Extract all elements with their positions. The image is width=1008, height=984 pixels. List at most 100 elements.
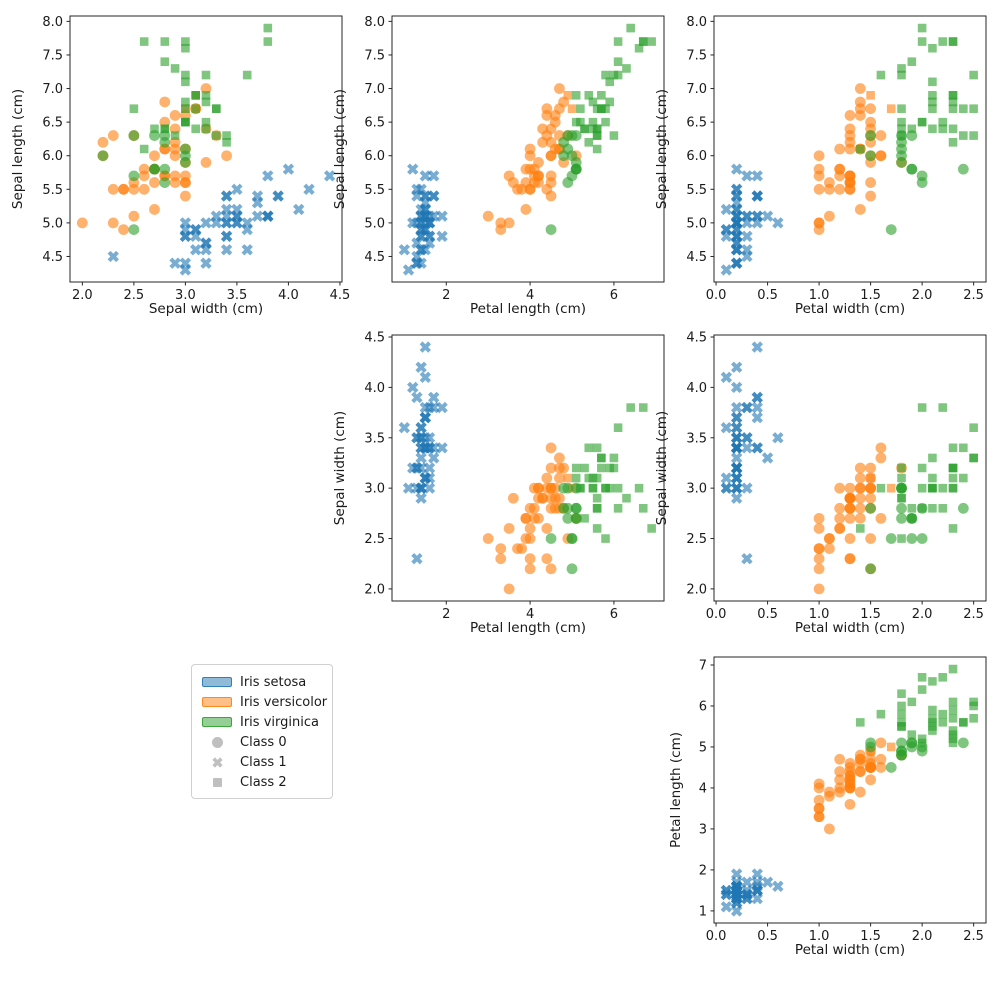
x-tick-label: 3.0	[175, 288, 196, 303]
y-axis-label: Sepal width (cm)	[654, 411, 670, 525]
scatter-point	[436, 401, 448, 414]
scatter-point	[398, 244, 411, 256]
scatter-point	[731, 361, 743, 373]
scatter-point	[423, 432, 436, 444]
scatter-point	[969, 713, 978, 723]
scatter-point	[592, 144, 602, 154]
scatter-points	[398, 23, 656, 276]
scatter-point	[541, 472, 553, 484]
scatter-point	[622, 64, 631, 73]
scatter-point	[129, 104, 139, 113]
scatter-point	[138, 183, 150, 195]
scatter-points	[720, 341, 978, 595]
scatter-point	[876, 70, 886, 80]
y-tick-label: 7.5	[686, 48, 707, 63]
scatter-points	[720, 664, 978, 917]
scatter-point	[524, 563, 536, 575]
scatter-point	[751, 391, 763, 404]
scatter-point	[813, 512, 825, 524]
scatter-point	[411, 391, 423, 404]
scatter-point	[948, 705, 958, 715]
scatter-point	[222, 131, 231, 140]
scatter-point	[959, 104, 968, 113]
scatter-point	[731, 432, 743, 444]
scatter-point	[916, 533, 928, 544]
scatter-point	[251, 197, 264, 209]
scatter-point	[917, 504, 927, 513]
scatter-point	[545, 502, 557, 514]
scatter-point	[419, 411, 431, 424]
scatter-point	[813, 794, 825, 806]
scatter-point	[231, 217, 243, 229]
legend-swatch-box	[201, 697, 233, 707]
scatter-point	[251, 210, 264, 222]
scatter-point	[897, 70, 906, 80]
scatter-point	[865, 472, 877, 484]
scatter-point	[720, 264, 733, 276]
x-tick-label: 0.0	[706, 929, 727, 944]
scatter-point	[731, 217, 743, 229]
scatter-point	[533, 512, 544, 524]
scatter-point	[917, 23, 927, 33]
scatter-point	[647, 37, 656, 46]
scatter-point	[181, 43, 190, 53]
scatter-point	[201, 90, 211, 100]
y-tick-label: 3.5	[686, 431, 707, 446]
scatter-point	[181, 97, 190, 107]
scatter-point	[554, 452, 565, 464]
scatter-point	[588, 483, 598, 493]
scatter-point	[520, 204, 532, 215]
scatter-point	[170, 64, 180, 73]
scatter-point	[948, 664, 958, 674]
scatter-point	[917, 403, 927, 412]
x-marker-icon	[211, 756, 223, 768]
scatter-point	[969, 131, 978, 140]
scatter-point	[896, 157, 907, 168]
scatter-point	[181, 70, 190, 80]
y-tick-label: 6.5	[364, 116, 385, 131]
scatter-point	[169, 110, 181, 121]
scatter-point	[415, 217, 427, 229]
scatter-point	[948, 104, 958, 113]
legend-item-iris-versicolor: Iris versicolor	[201, 692, 327, 712]
scatter-point	[854, 204, 866, 215]
scatter-point	[844, 770, 856, 782]
scatter-point	[415, 361, 427, 373]
axes-frame	[391, 334, 665, 602]
axes-frame	[713, 15, 987, 283]
scatter-point	[503, 217, 515, 229]
scatter-point	[731, 492, 743, 504]
scatter-point	[545, 492, 557, 504]
scatter-point	[571, 90, 581, 100]
scatter-point	[503, 170, 515, 182]
scatter-point	[969, 70, 978, 80]
scatter-point	[584, 137, 594, 147]
scatter-point	[149, 204, 160, 215]
scatter-point	[844, 533, 856, 544]
scatter-point	[917, 37, 927, 46]
scatter-point	[580, 514, 589, 523]
scatter-point	[528, 502, 540, 514]
x-axis-label: Sepal width (cm)	[149, 301, 263, 317]
scatter-point	[592, 473, 602, 483]
subplot-petal-width-vs-sepal-length: 0.0 0.5 1.0 1.5 2.0 2.5 4.5 5.0 5.5 6.0 6.5 7.0 7.5 8…	[654, 15, 987, 317]
scatter-point	[323, 170, 336, 182]
scatter-point	[160, 37, 170, 46]
scatter-point	[570, 482, 582, 494]
y-tick-label: 3	[699, 822, 707, 837]
scatter-point	[928, 726, 937, 735]
scatter-point	[415, 462, 427, 474]
scatter-point	[647, 524, 656, 533]
scatter-point	[928, 483, 937, 493]
scatter-point	[854, 482, 866, 494]
scatter-point	[576, 104, 585, 113]
x-tick-label: 4	[526, 288, 534, 303]
scatter-point	[201, 124, 211, 134]
scatter-point	[938, 124, 948, 134]
y-tick-label: 2	[699, 863, 707, 878]
scatter-point	[854, 749, 866, 761]
scatter-point	[813, 778, 825, 790]
scatter-point	[896, 737, 907, 749]
scatter-point	[917, 463, 927, 473]
x-tick-label: 4.5	[330, 288, 351, 303]
